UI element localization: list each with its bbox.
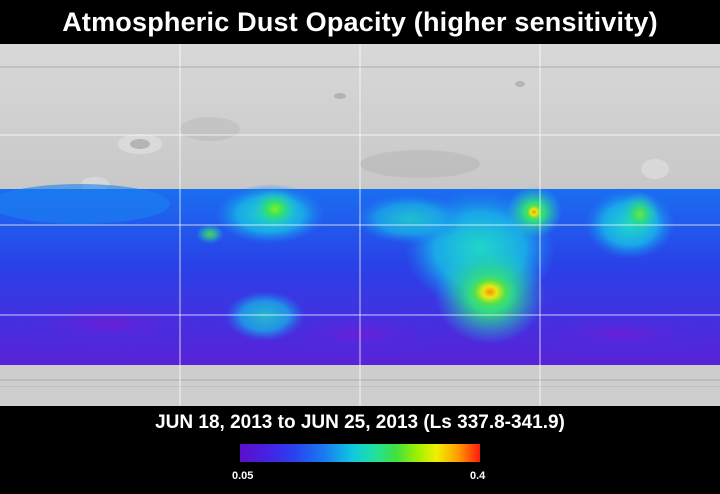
colorbar-min-label: 0.05 <box>232 470 254 482</box>
date-range-label: JUN 18, 2013 to JUN 25, 2013 (Ls 337.8-3… <box>155 412 565 433</box>
map-grid <box>0 44 720 406</box>
colorbar-max-label: 0.4 <box>470 470 486 482</box>
map-title: Atmospheric Dust Opacity (higher sensiti… <box>62 6 658 37</box>
dust-opacity-band <box>0 184 720 365</box>
colorbar <box>240 444 480 462</box>
dust-opacity-map <box>0 44 720 406</box>
